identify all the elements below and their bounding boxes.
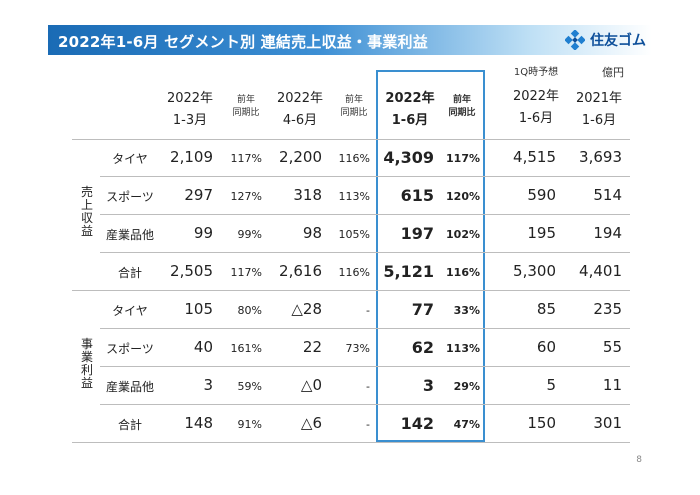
cell-s1-r0-c1: 80% [237, 304, 262, 317]
cell-s0-r1-c0: 297 [184, 186, 213, 204]
cell-s0-r2-c1: 99% [237, 228, 262, 241]
col-header-2021-h1: 2021年 1-6月 [575, 91, 623, 128]
cell-s0-r1-c4: 615 [400, 186, 434, 205]
company-name: 住友ゴム [590, 33, 646, 49]
diamond-logo-icon [565, 30, 585, 50]
cell-s0-r0-c5: 117% [446, 152, 480, 165]
cell-s0-r1-c7: 514 [593, 186, 622, 204]
cell-s0-r3-c7: 4,401 [579, 262, 622, 280]
cell-s1-r2-c2: △0 [300, 376, 322, 394]
cell-s1-r3-c2: △6 [300, 414, 322, 432]
cell-s0-r2-c4: 197 [400, 224, 434, 243]
row-label-revenue-sports: スポーツ [106, 190, 154, 204]
row-label-profit-total: 合計 [117, 418, 142, 432]
row-divider [100, 252, 630, 253]
unit-label: 億円 [602, 66, 624, 79]
section-label-revenue: 売上収益 [80, 185, 93, 238]
cell-s0-r3-c6: 5,300 [513, 262, 556, 280]
cell-s0-r2-c5: 102% [446, 228, 480, 241]
cell-s1-r1-c2: 22 [302, 338, 322, 356]
section-label-profit: 事業利益 [80, 337, 93, 390]
cell-s0-r1-c2: 318 [293, 186, 322, 204]
row-label-profit-industrial: 産業品他 [105, 380, 154, 394]
cell-s1-r2-c1: 59% [237, 380, 262, 393]
col-header-forecast: 1Q時予想 2022年 1-6月 [512, 67, 560, 126]
cell-s0-r0-c6: 4,515 [513, 148, 556, 166]
section-divider [72, 290, 630, 291]
row-label-revenue-tire: タイヤ [112, 152, 148, 166]
col-header-yoy-q2: 前年 同期比 [340, 95, 368, 118]
cell-s1-r1-c0: 40 [193, 338, 213, 356]
table-bottom-rule [72, 442, 630, 443]
cell-s0-r1-c6: 590 [527, 186, 556, 204]
row-divider [100, 404, 630, 405]
cell-s0-r2-c2: 98 [302, 224, 322, 242]
cell-s1-r3-c6: 150 [527, 414, 556, 432]
page-number: 8 [636, 455, 642, 465]
cell-s1-r2-c6: 5 [546, 376, 556, 394]
cell-s1-r0-c6: 85 [536, 300, 556, 318]
cell-s1-r1-c6: 60 [536, 338, 556, 356]
table-top-rule [72, 139, 630, 140]
cell-s0-r3-c3: 116% [338, 266, 370, 279]
cell-s0-r2-c6: 195 [527, 224, 556, 242]
row-label-revenue-industrial: 産業品他 [105, 228, 154, 242]
cell-s1-r3-c3: - [366, 418, 370, 431]
cell-s1-r2-c4: 3 [422, 376, 434, 395]
cell-s1-r3-c0: 148 [184, 414, 213, 432]
cell-s0-r1-c3: 113% [338, 190, 370, 203]
cell-s0-r0-c0: 2,109 [170, 148, 213, 166]
cell-s0-r0-c4: 4,309 [383, 148, 434, 167]
cell-s0-r1-c1: 127% [230, 190, 262, 203]
col-header-yoy-q1: 前年 同期比 [232, 95, 260, 118]
cell-s1-r2-c7: 11 [602, 376, 622, 394]
cell-s1-r1-c4: 62 [411, 338, 434, 357]
cell-s0-r0-c3: 116% [338, 152, 370, 165]
cell-s0-r0-c2: 2,200 [279, 148, 322, 166]
row-divider [100, 366, 630, 367]
cell-s0-r2-c3: 105% [338, 228, 370, 241]
cell-s0-r3-c2: 2,616 [279, 262, 322, 280]
cell-s1-r1-c3: 73% [345, 342, 370, 355]
row-divider [100, 214, 630, 215]
cell-s0-r0-c1: 117% [230, 152, 262, 165]
col-header-yoy-h1: 前年 同期比 [448, 95, 476, 118]
cell-s1-r0-c7: 235 [593, 300, 622, 318]
cell-s1-r1-c1: 161% [230, 342, 262, 355]
row-label-revenue-total: 合計 [117, 266, 142, 280]
cell-s1-r0-c3: - [366, 304, 370, 317]
cell-s1-r3-c7: 301 [593, 414, 622, 432]
col-header-2022-h1: 2022年 1-6月 [385, 91, 435, 128]
cell-s1-r0-c4: 77 [411, 300, 434, 319]
cell-s0-r3-c0: 2,505 [170, 262, 213, 280]
cell-s0-r2-c0: 99 [193, 224, 213, 242]
cell-s1-r2-c0: 3 [203, 376, 213, 394]
cell-s1-r0-c0: 105 [184, 300, 213, 318]
cell-s0-r0-c7: 3,693 [579, 148, 622, 166]
cell-s0-r3-c4: 5,121 [383, 262, 434, 281]
cell-s1-r2-c3: - [366, 380, 370, 393]
cell-s0-r3-c5: 116% [446, 266, 480, 279]
row-label-profit-sports: スポーツ [106, 342, 154, 356]
slide-title: 2022年1-6月 セグメント別 連結売上収益・事業利益 [58, 33, 428, 51]
highlight-box-2022-h1 [376, 70, 485, 442]
company-logo: 住友ゴム [565, 28, 646, 52]
cell-s0-r2-c7: 194 [593, 224, 622, 242]
cell-s1-r3-c5: 47% [453, 418, 480, 431]
cell-s1-r2-c5: 29% [453, 380, 480, 393]
cell-s1-r3-c1: 91% [237, 418, 262, 431]
cell-s0-r3-c1: 117% [230, 266, 262, 279]
slide-header-bar: 2022年1-6月 セグメント別 連結売上収益・事業利益 住友ゴム [48, 25, 652, 55]
cell-s0-r1-c5: 120% [446, 190, 480, 203]
row-divider [100, 328, 630, 329]
cell-s1-r3-c4: 142 [400, 414, 434, 433]
row-divider [100, 176, 630, 177]
cell-s1-r0-c2: △28 [291, 300, 322, 318]
col-header-2022-q1: 2022年 1-3月 [166, 91, 214, 128]
cell-s1-r0-c5: 33% [453, 304, 480, 317]
cell-s1-r1-c7: 55 [602, 338, 622, 356]
row-label-profit-tire: タイヤ [112, 304, 148, 318]
cell-s1-r1-c5: 113% [446, 342, 480, 355]
col-header-2022-q2: 2022年 4-6月 [276, 91, 324, 128]
